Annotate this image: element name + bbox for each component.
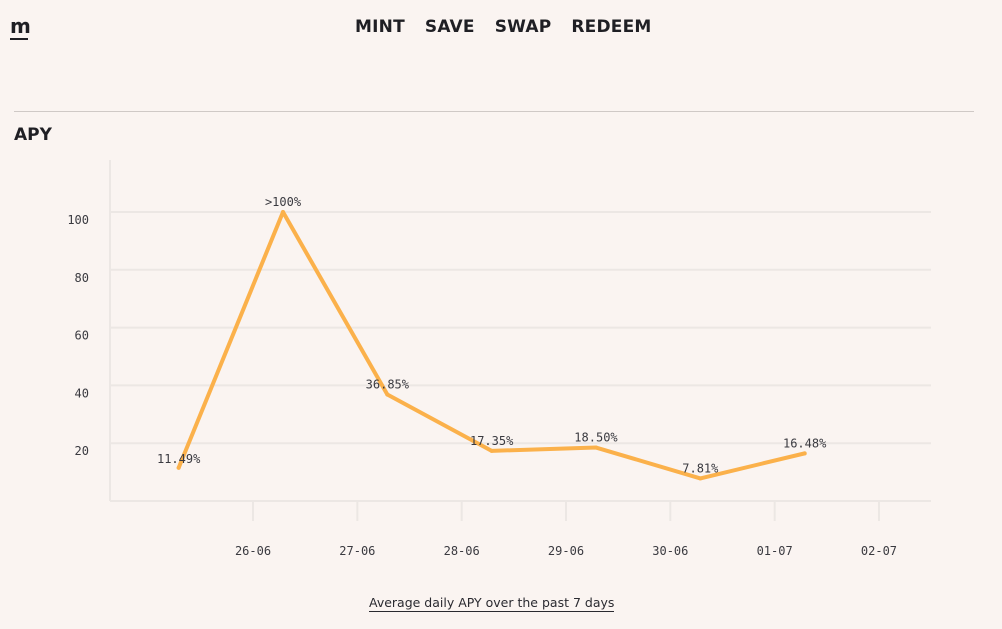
x-tick-label: 30-06 — [652, 544, 688, 558]
main-nav: MINT SAVE SWAP REDEEM — [355, 17, 652, 37]
x-tick-label: 02-07 — [861, 544, 897, 558]
header-divider — [14, 111, 974, 112]
logo[interactable]: m — [10, 14, 31, 38]
y-tick-label: 40 — [75, 386, 89, 400]
data-label: 36.85% — [366, 378, 410, 392]
y-tick-label: 20 — [75, 444, 89, 458]
section-title: APY — [14, 125, 52, 145]
data-point — [489, 448, 494, 453]
data-point — [385, 392, 390, 397]
nav-mint[interactable]: MINT — [355, 17, 405, 37]
data-point — [176, 465, 181, 470]
data-label: 16.48% — [783, 436, 827, 450]
y-tick-label: 80 — [75, 271, 89, 285]
data-label: 17.35% — [470, 434, 514, 448]
logo-underline — [10, 38, 28, 40]
chart-caption[interactable]: Average daily APY over the past 7 days — [369, 595, 615, 612]
data-point — [698, 476, 703, 481]
data-point — [802, 451, 807, 456]
x-tick-label: 26-06 — [235, 544, 271, 558]
x-tick-label: 01-07 — [757, 544, 793, 558]
data-point — [593, 445, 598, 450]
nav-swap[interactable]: SWAP — [494, 17, 552, 37]
x-tick-label: 28-06 — [444, 544, 480, 558]
data-label: >100% — [265, 195, 302, 209]
x-tick-label: 27-06 — [339, 544, 375, 558]
data-label: 18.50% — [574, 431, 618, 445]
nav-save[interactable]: SAVE — [424, 17, 475, 37]
y-tick-label: 60 — [75, 329, 89, 343]
y-tick-label: 100 — [67, 213, 89, 227]
data-label: 11.49% — [157, 452, 201, 466]
data-point — [281, 210, 285, 214]
data-label: 7.81% — [682, 461, 719, 475]
nav-redeem[interactable]: REDEEM — [571, 17, 652, 37]
x-tick-label: 29-06 — [548, 544, 584, 558]
